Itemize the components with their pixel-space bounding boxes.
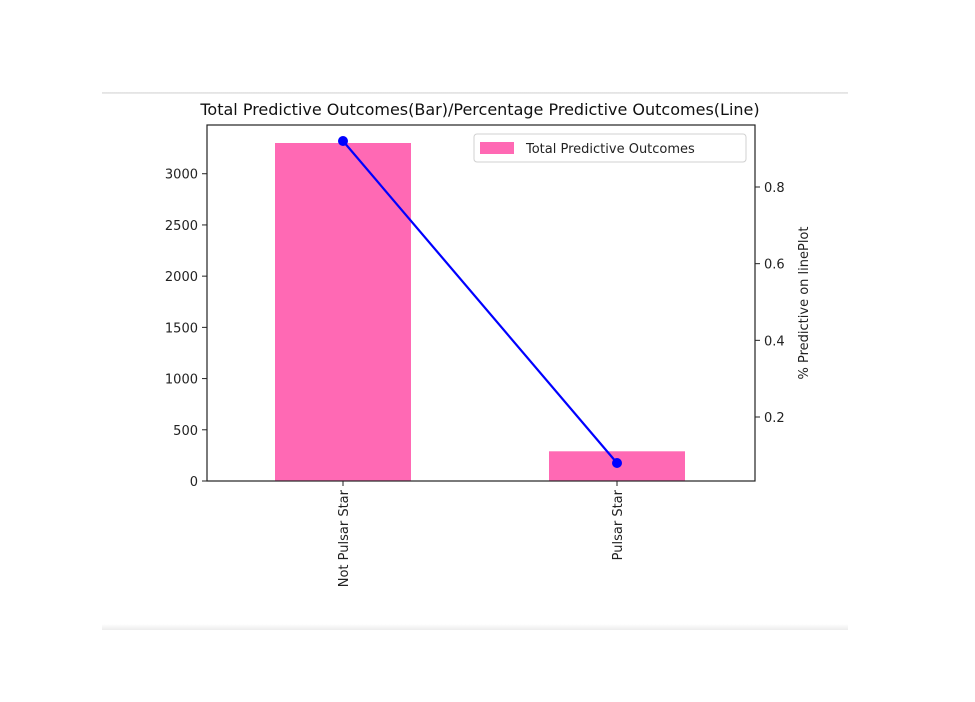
right-axis-label: % Predictive on linePlot <box>797 227 812 380</box>
line-point-1 <box>612 458 622 468</box>
left-tick-label: 1500 <box>165 321 198 336</box>
right-tick-label: 0.6 <box>764 258 785 273</box>
left-tick-label: 500 <box>173 424 198 439</box>
legend-box <box>473 133 747 163</box>
left-tick-label: 2000 <box>165 270 198 285</box>
plot-frame <box>206 124 756 482</box>
left-tick-label: 1000 <box>165 373 198 388</box>
chart-panel <box>102 94 848 628</box>
chart-title: Total Predictive Outcomes(Bar)/Percentag… <box>199 100 759 119</box>
right-tick-label: 0.8 <box>764 181 785 196</box>
bar-0 <box>275 143 411 481</box>
left-tick-label: 2500 <box>165 219 198 234</box>
line-point-0 <box>338 136 348 146</box>
right-tick-label: 0.4 <box>764 334 785 349</box>
legend: Total Predictive Outcomes <box>473 133 747 163</box>
line-series <box>342 140 618 464</box>
legend-swatch <box>480 142 514 154</box>
right-tick-label: 0.2 <box>764 411 785 426</box>
left-tick-label: 0 <box>190 475 198 490</box>
x-tick-label: Pulsar Star <box>611 489 626 560</box>
x-tick-label: Not Pulsar Star <box>337 489 352 587</box>
panel-bottom-edge <box>102 624 848 630</box>
left-tick-label: 3000 <box>165 168 198 183</box>
legend-label: Total Predictive Outcomes <box>525 142 695 157</box>
